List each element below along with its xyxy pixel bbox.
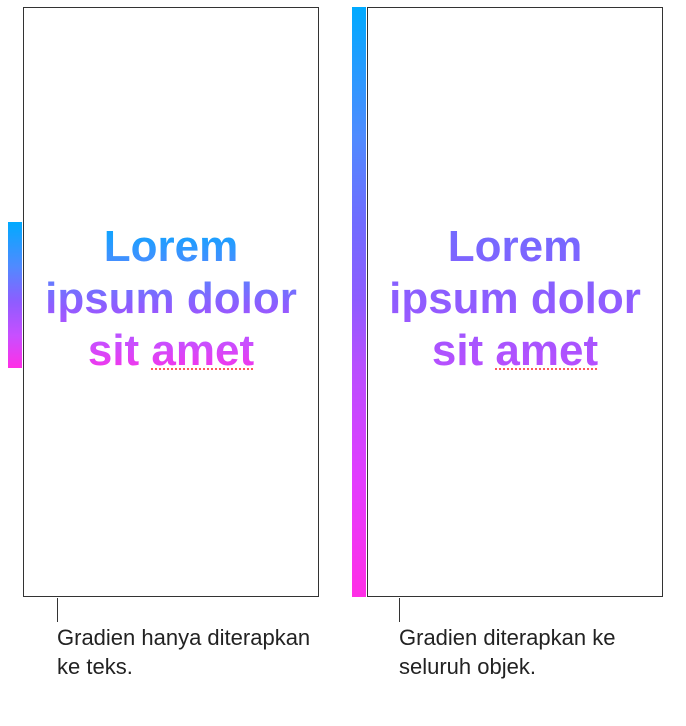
gradient-span-indicator-right bbox=[352, 7, 366, 597]
text-word: sit bbox=[432, 326, 496, 375]
example-panel-right: Lorem ipsum dolor sit amet bbox=[367, 7, 663, 597]
gradient-text-right: Lorem ipsum dolor sit amet bbox=[368, 221, 662, 377]
example-panel-left: Lorem ipsum dolor sit amet bbox=[23, 7, 319, 597]
text-line: Lorem bbox=[448, 222, 582, 271]
underlined-word: amet bbox=[151, 326, 254, 375]
text-line: Lorem bbox=[104, 222, 238, 271]
text-line: ipsum dolor bbox=[389, 274, 641, 323]
caption-right: Gradien diterapkan ke seluruh objek. bbox=[399, 624, 679, 681]
callout-tick-right bbox=[399, 598, 400, 622]
gradient-span-indicator-left bbox=[8, 222, 22, 368]
callout-tick-left bbox=[57, 598, 58, 622]
gradient-text-left: Lorem ipsum dolor sit amet bbox=[24, 221, 318, 377]
underlined-word: amet bbox=[495, 326, 598, 375]
text-word: sit bbox=[88, 326, 152, 375]
caption-left: Gradien hanya diterapkan ke teks. bbox=[57, 624, 317, 681]
text-line: ipsum dolor bbox=[45, 274, 297, 323]
